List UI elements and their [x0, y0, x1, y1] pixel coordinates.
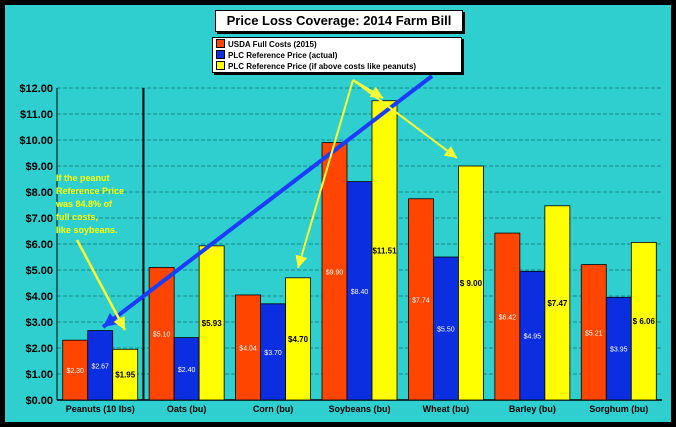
- y-tick-label: $7.00: [25, 213, 53, 225]
- bar: [321, 142, 348, 401]
- blue-arrow: [101, 74, 434, 329]
- y-tick-label: $9.00: [25, 161, 53, 173]
- bar: [260, 303, 286, 401]
- data-label: $2.67: [91, 363, 109, 370]
- y-tick-label: $8.00: [25, 187, 53, 199]
- bar: [605, 296, 632, 401]
- data-label: $ 9.00: [460, 279, 483, 288]
- data-label: $4.70: [288, 335, 309, 344]
- data-label: $5.93: [202, 319, 223, 328]
- data-label: $8.40: [351, 289, 369, 296]
- legend-entry-plc-actual: PLC Reference Price (actual): [216, 50, 458, 61]
- y-tick-label: $1.00: [25, 369, 53, 381]
- annotation-line: If the peanut: [56, 173, 110, 183]
- data-label: $7.47: [547, 299, 568, 308]
- y-tick-label: $3.00: [25, 317, 53, 329]
- data-label: $9.90: [326, 269, 344, 276]
- annotation-line: full costs,: [56, 212, 99, 222]
- data-label: $1.95: [115, 371, 136, 380]
- yellow-arrow-head: [113, 316, 125, 330]
- data-label: $4.04: [239, 345, 257, 352]
- bar: [519, 270, 546, 401]
- bar: [62, 339, 89, 401]
- legend-label: PLC Reference Price (if above costs like…: [228, 62, 417, 71]
- y-tick-label: $5.00: [25, 265, 53, 277]
- x-tick-label: Oats (bu): [167, 404, 207, 414]
- bar: [198, 245, 225, 401]
- bar: [285, 277, 311, 401]
- bar: [371, 100, 398, 401]
- x-tick-label: Soybeans (bu): [328, 404, 390, 414]
- bar: [235, 294, 261, 401]
- bar: [580, 264, 607, 401]
- x-tick-label: Sorghum (bu): [589, 404, 648, 414]
- legend-entry-usda-costs: USDA Full Costs (2015): [216, 39, 458, 50]
- yellow-arrow-head: [295, 254, 308, 268]
- data-label: $3.95: [610, 347, 628, 354]
- legend-swatch-yellow: [216, 61, 225, 70]
- blue-arrow-head: [103, 312, 119, 327]
- data-label: $4.95: [524, 334, 542, 341]
- legend: USDA Full Costs (2015) PLC Reference Pri…: [212, 37, 462, 73]
- y-tick-label: $4.00: [25, 291, 53, 303]
- y-tick-label: $12.00: [19, 83, 53, 95]
- bar: [494, 232, 521, 401]
- data-label: $2.40: [178, 367, 196, 374]
- y-tick-label: $10.00: [19, 135, 53, 147]
- bar: [173, 337, 200, 401]
- x-tick-label: Wheat (bu): [423, 404, 470, 414]
- yellow-arrow-head: [443, 146, 457, 158]
- x-tick-label: Barley (bu): [509, 404, 556, 414]
- y-tick-label: $6.00: [25, 239, 53, 251]
- bar: [433, 256, 459, 401]
- data-label: $2.30: [66, 368, 84, 375]
- x-tick-label: Peanuts (10 lbs): [66, 404, 135, 414]
- yellow-arrow: [352, 79, 458, 159]
- bar: [458, 165, 484, 401]
- bar: [630, 242, 657, 401]
- annotation-line: was 84.8% of: [56, 199, 113, 209]
- data-label: $5.10: [153, 332, 171, 339]
- data-label: $3.70: [264, 350, 282, 357]
- data-label: $6.42: [499, 315, 517, 322]
- bar: [544, 205, 571, 401]
- data-label: $ 6.06: [633, 317, 656, 326]
- y-tick-label: $11.00: [20, 109, 53, 121]
- legend-entry-plc-hypothetical: PLC Reference Price (if above costs like…: [216, 61, 458, 72]
- legend-swatch-orange: [216, 39, 225, 48]
- y-tick-label: $0.00: [25, 395, 53, 407]
- legend-swatch-blue: [216, 50, 225, 59]
- annotation-line: like soybeans.: [56, 225, 118, 235]
- bar: [112, 348, 139, 401]
- data-label: $11.51: [372, 246, 397, 255]
- x-tick-label: Corn (bu): [253, 404, 294, 414]
- bar: [87, 330, 114, 401]
- yellow-arrow: [297, 79, 354, 269]
- annotation-line: Reference Price: [56, 186, 125, 196]
- data-label: $5.50: [437, 327, 455, 334]
- data-label: $5.21: [585, 330, 603, 337]
- bar: [346, 181, 373, 401]
- legend-label: PLC Reference Price (actual): [228, 51, 338, 60]
- legend-label: USDA Full Costs (2015): [228, 40, 317, 49]
- data-label: $7.74: [412, 297, 430, 304]
- chart-title: Price Loss Coverage: 2014 Farm Bill: [215, 10, 463, 32]
- yellow-arrow: [75, 239, 127, 331]
- peanut-annotation: If the peanut Reference Price was 84.8% …: [56, 172, 146, 237]
- y-tick-label: $2.00: [25, 343, 53, 355]
